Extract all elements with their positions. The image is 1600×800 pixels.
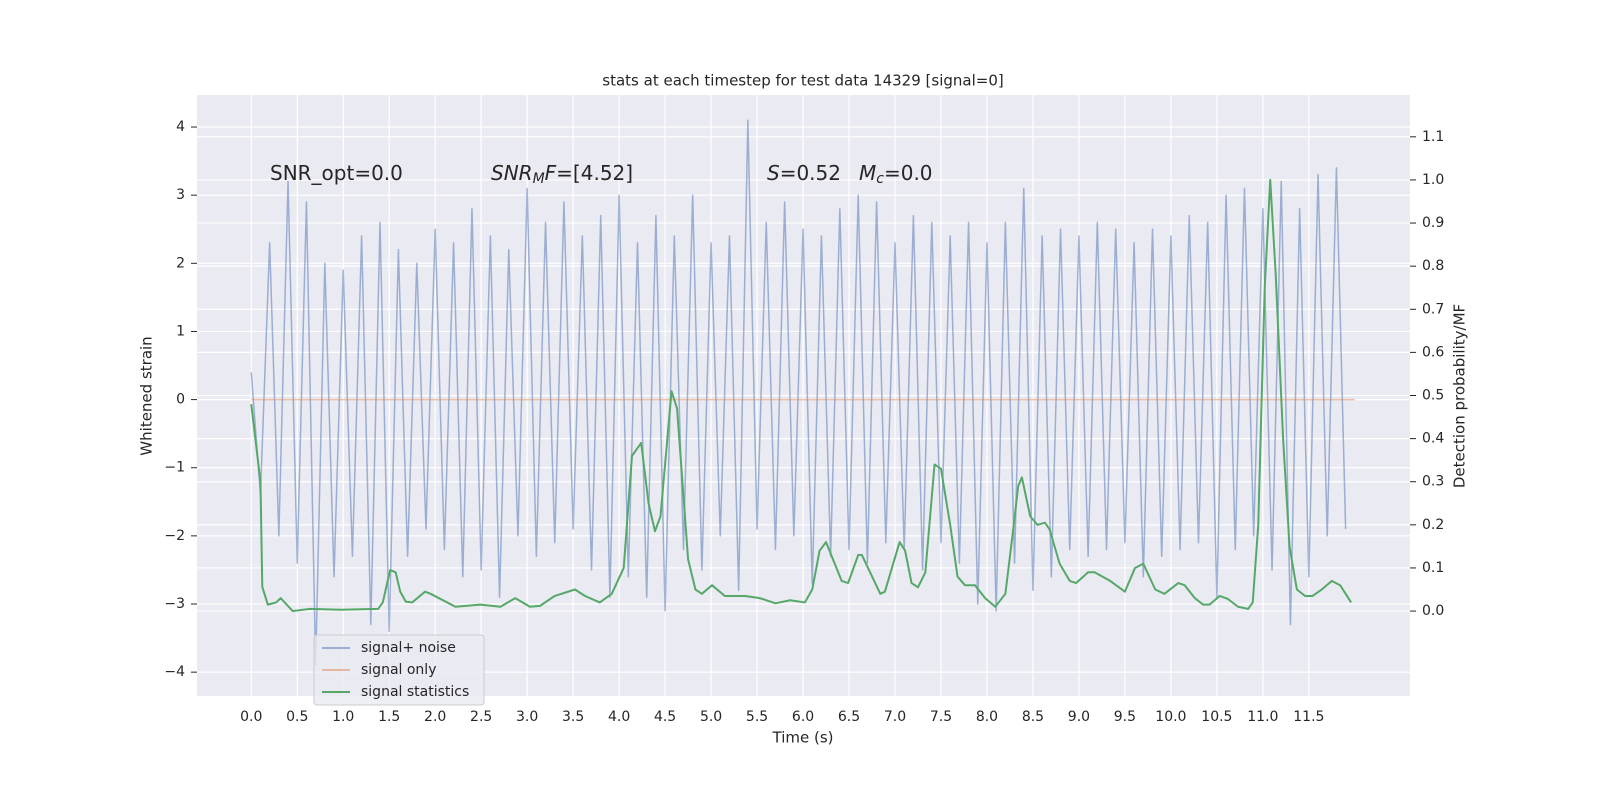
- x-tick-label: 1.0: [332, 709, 354, 725]
- x-tick-label: 7.5: [930, 709, 952, 725]
- y-tick-label: 0: [176, 392, 185, 408]
- y-tick-label: 4: [176, 119, 185, 135]
- y2-tick-label: 0.4: [1422, 431, 1444, 447]
- annotation: SNR_opt=0.0: [270, 161, 403, 185]
- x-tick-label: 0.0: [240, 709, 262, 725]
- annotation-part: =[4.52]: [556, 161, 633, 185]
- y2-axis-label: Detection probability/MF: [1451, 304, 1469, 488]
- y-tick-label: 2: [176, 255, 185, 271]
- annotation-part: c: [876, 171, 884, 187]
- x-tick-label: 0.5: [286, 709, 308, 725]
- y2-tick-label: 0.2: [1422, 517, 1444, 533]
- x-tick-label: 3.0: [516, 709, 538, 725]
- legend-label: signal only: [361, 662, 436, 678]
- series-line: [250, 178, 1352, 613]
- x-tick-label: 1.5: [378, 709, 400, 725]
- legend-label: signal+ noise: [361, 640, 456, 656]
- x-tick-label: 5.5: [746, 709, 768, 725]
- y2-tick-label: 1.1: [1422, 129, 1444, 145]
- x-tick-label: 6.0: [792, 709, 814, 725]
- x-tick-label: 10.5: [1201, 709, 1232, 725]
- annotation: S=0.52: [767, 161, 841, 185]
- x-tick-label: 10.0: [1155, 709, 1186, 725]
- legend-label: signal statistics: [361, 684, 469, 700]
- annotation-part: F: [545, 161, 557, 185]
- x-tick-label: 11.5: [1293, 709, 1324, 725]
- x-axis-label: Time (s): [772, 729, 834, 747]
- x-tick-label: 5.0: [700, 709, 722, 725]
- x-tick-label: 7.0: [884, 709, 906, 725]
- y2-tick-label: 0.1: [1422, 560, 1444, 576]
- x-tick-label: 8.0: [976, 709, 998, 725]
- x-tick-label: 9.0: [1068, 709, 1090, 725]
- chart-title: stats at each timestep for test data 143…: [602, 72, 1003, 90]
- y2-tick-label: 0.0: [1422, 603, 1444, 619]
- annotation-part: M: [859, 161, 876, 185]
- y-tick-label: −3: [164, 596, 185, 612]
- x-tick-label: 4.0: [608, 709, 630, 725]
- x-tick-label: 3.5: [562, 709, 584, 725]
- annotation-part: SNR_opt=0.0: [270, 161, 403, 185]
- y2-tick-label: 0.5: [1422, 388, 1444, 404]
- series-line: [250, 119, 1347, 667]
- x-tick-label: 9.5: [1114, 709, 1136, 725]
- x-tick-label: 2.0: [424, 709, 446, 725]
- y2-tick-label: 0.8: [1422, 258, 1444, 274]
- y-tick-label: 1: [176, 323, 185, 339]
- annotation-part: =0.0: [884, 161, 933, 185]
- y2-tick-label: 0.6: [1422, 344, 1444, 360]
- annotation-part: S: [767, 161, 780, 185]
- legend-box: [313, 634, 485, 706]
- annotation: SNRMF=[4.52]: [491, 161, 633, 188]
- annotation-part: =0.52: [780, 161, 841, 185]
- grid: [197, 95, 1410, 696]
- y2-tick-label: 1.0: [1422, 172, 1444, 188]
- y2-tick-label: 0.7: [1422, 301, 1444, 317]
- annotation-part: M: [533, 171, 545, 187]
- x-tick-label: 6.5: [838, 709, 860, 725]
- marks: [250, 119, 1355, 667]
- y-tick-label: 3: [176, 187, 185, 203]
- x-tick-label: 2.5: [470, 709, 492, 725]
- x-tick-label: 8.5: [1022, 709, 1044, 725]
- y2-tick-label: 0.9: [1422, 215, 1444, 231]
- x-tick-label: 11.0: [1247, 709, 1278, 725]
- y-tick-label: −1: [164, 460, 185, 476]
- x-tick-label: 4.5: [654, 709, 676, 725]
- annotation-part: SNR: [491, 161, 533, 185]
- y-tick-label: −4: [164, 664, 185, 680]
- y-axis-label: Whitened strain: [138, 336, 156, 455]
- y2-tick-label: 0.3: [1422, 474, 1444, 490]
- annotation: Mc=0.0: [859, 161, 933, 188]
- y-tick-label: −2: [164, 528, 185, 544]
